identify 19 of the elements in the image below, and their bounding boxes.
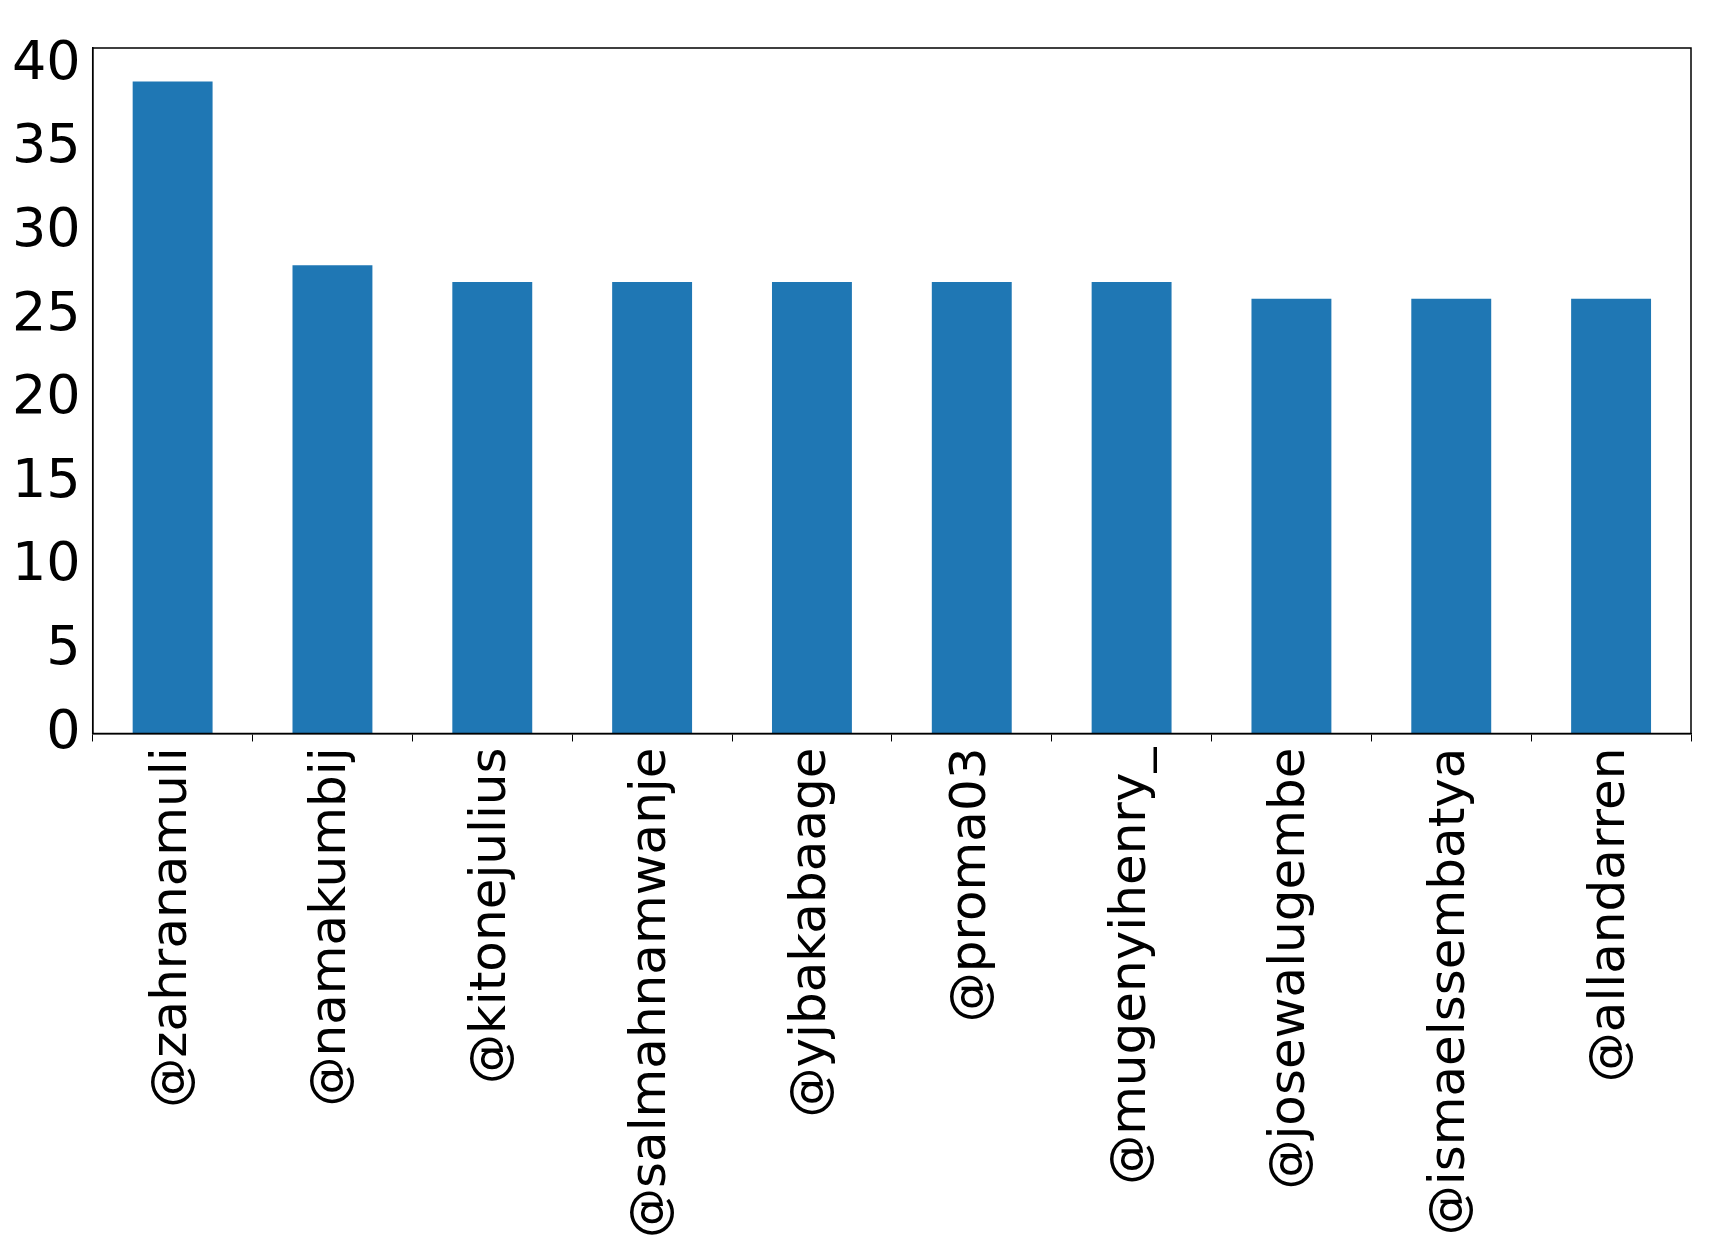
y-tick-label: 20 xyxy=(11,363,81,427)
y-tick-label: 5 xyxy=(46,613,81,677)
x-tick-label: @namakumbij xyxy=(299,747,358,1107)
x-tick-label: @mugenyihenry_ xyxy=(1098,746,1157,1185)
y-tick-label: 0 xyxy=(46,697,81,761)
y-tick-label: 10 xyxy=(11,530,81,594)
x-tick-label: @zahranamuli xyxy=(139,747,198,1108)
y-tick-label: 35 xyxy=(11,112,81,176)
x-tick-label: @yjbakabaage xyxy=(778,747,837,1118)
x-tick-label: @salmahnamwanje xyxy=(619,747,678,1238)
y-tick-label: 25 xyxy=(11,279,81,343)
x-tick-label: @josewalugembe xyxy=(1258,747,1317,1190)
y-tick-label: 40 xyxy=(11,28,81,92)
y-tick-label: 30 xyxy=(11,195,81,259)
x-tick-label: @allandarren xyxy=(1578,747,1637,1083)
y-tick-label: 15 xyxy=(11,446,81,510)
x-tick-label: @proma03 xyxy=(938,747,997,1023)
x-tick-label: @ismaelssembatya xyxy=(1418,747,1477,1236)
x-tick-label: @kitonejulius xyxy=(459,747,518,1085)
